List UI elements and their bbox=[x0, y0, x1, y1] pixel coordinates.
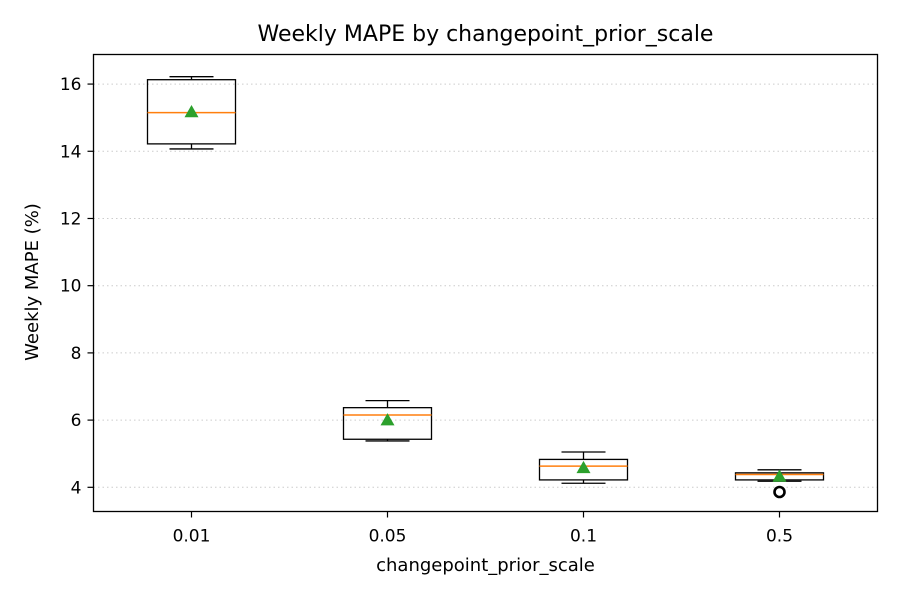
y-tick-label: 14 bbox=[60, 142, 82, 162]
box-0.5 bbox=[734, 469, 825, 499]
x-tick-label: 0.5 bbox=[766, 527, 793, 547]
y-tick-label: 12 bbox=[60, 209, 82, 229]
x-axis-label: changepoint_prior_scale bbox=[376, 555, 595, 576]
y-tick-label: 16 bbox=[60, 75, 82, 95]
x-tick-label: 0.01 bbox=[173, 527, 211, 547]
chart-title: Weekly MAPE by changepoint_prior_scale bbox=[258, 22, 714, 47]
axis-ticks: 4 6 8 10 12 14 16 0.01 0.05 0.1 0.5 bbox=[60, 75, 793, 546]
box-0.1 bbox=[538, 451, 629, 484]
mean-marker bbox=[772, 469, 787, 482]
grid-lines bbox=[93, 83, 878, 488]
iqr-box bbox=[146, 79, 237, 145]
outlier-point bbox=[773, 485, 786, 499]
y-tick-label: 6 bbox=[71, 411, 82, 431]
iqr-box bbox=[342, 407, 433, 440]
box-0.01 bbox=[146, 76, 237, 150]
y-tick-label: 10 bbox=[60, 277, 82, 297]
y-tick-label: 8 bbox=[71, 344, 82, 364]
mean-marker bbox=[184, 104, 199, 118]
box-0.05 bbox=[342, 399, 433, 442]
mean-marker bbox=[380, 413, 395, 426]
iqr-box bbox=[538, 458, 629, 481]
mean-marker bbox=[576, 460, 591, 474]
x-tick-label: 0.1 bbox=[570, 527, 597, 547]
x-tick-label: 0.05 bbox=[369, 527, 407, 547]
box-group bbox=[146, 76, 825, 499]
y-tick-label: 4 bbox=[71, 478, 82, 498]
plot-area-frame bbox=[92, 53, 879, 513]
y-axis-label: Weekly MAPE (%) bbox=[22, 203, 43, 361]
